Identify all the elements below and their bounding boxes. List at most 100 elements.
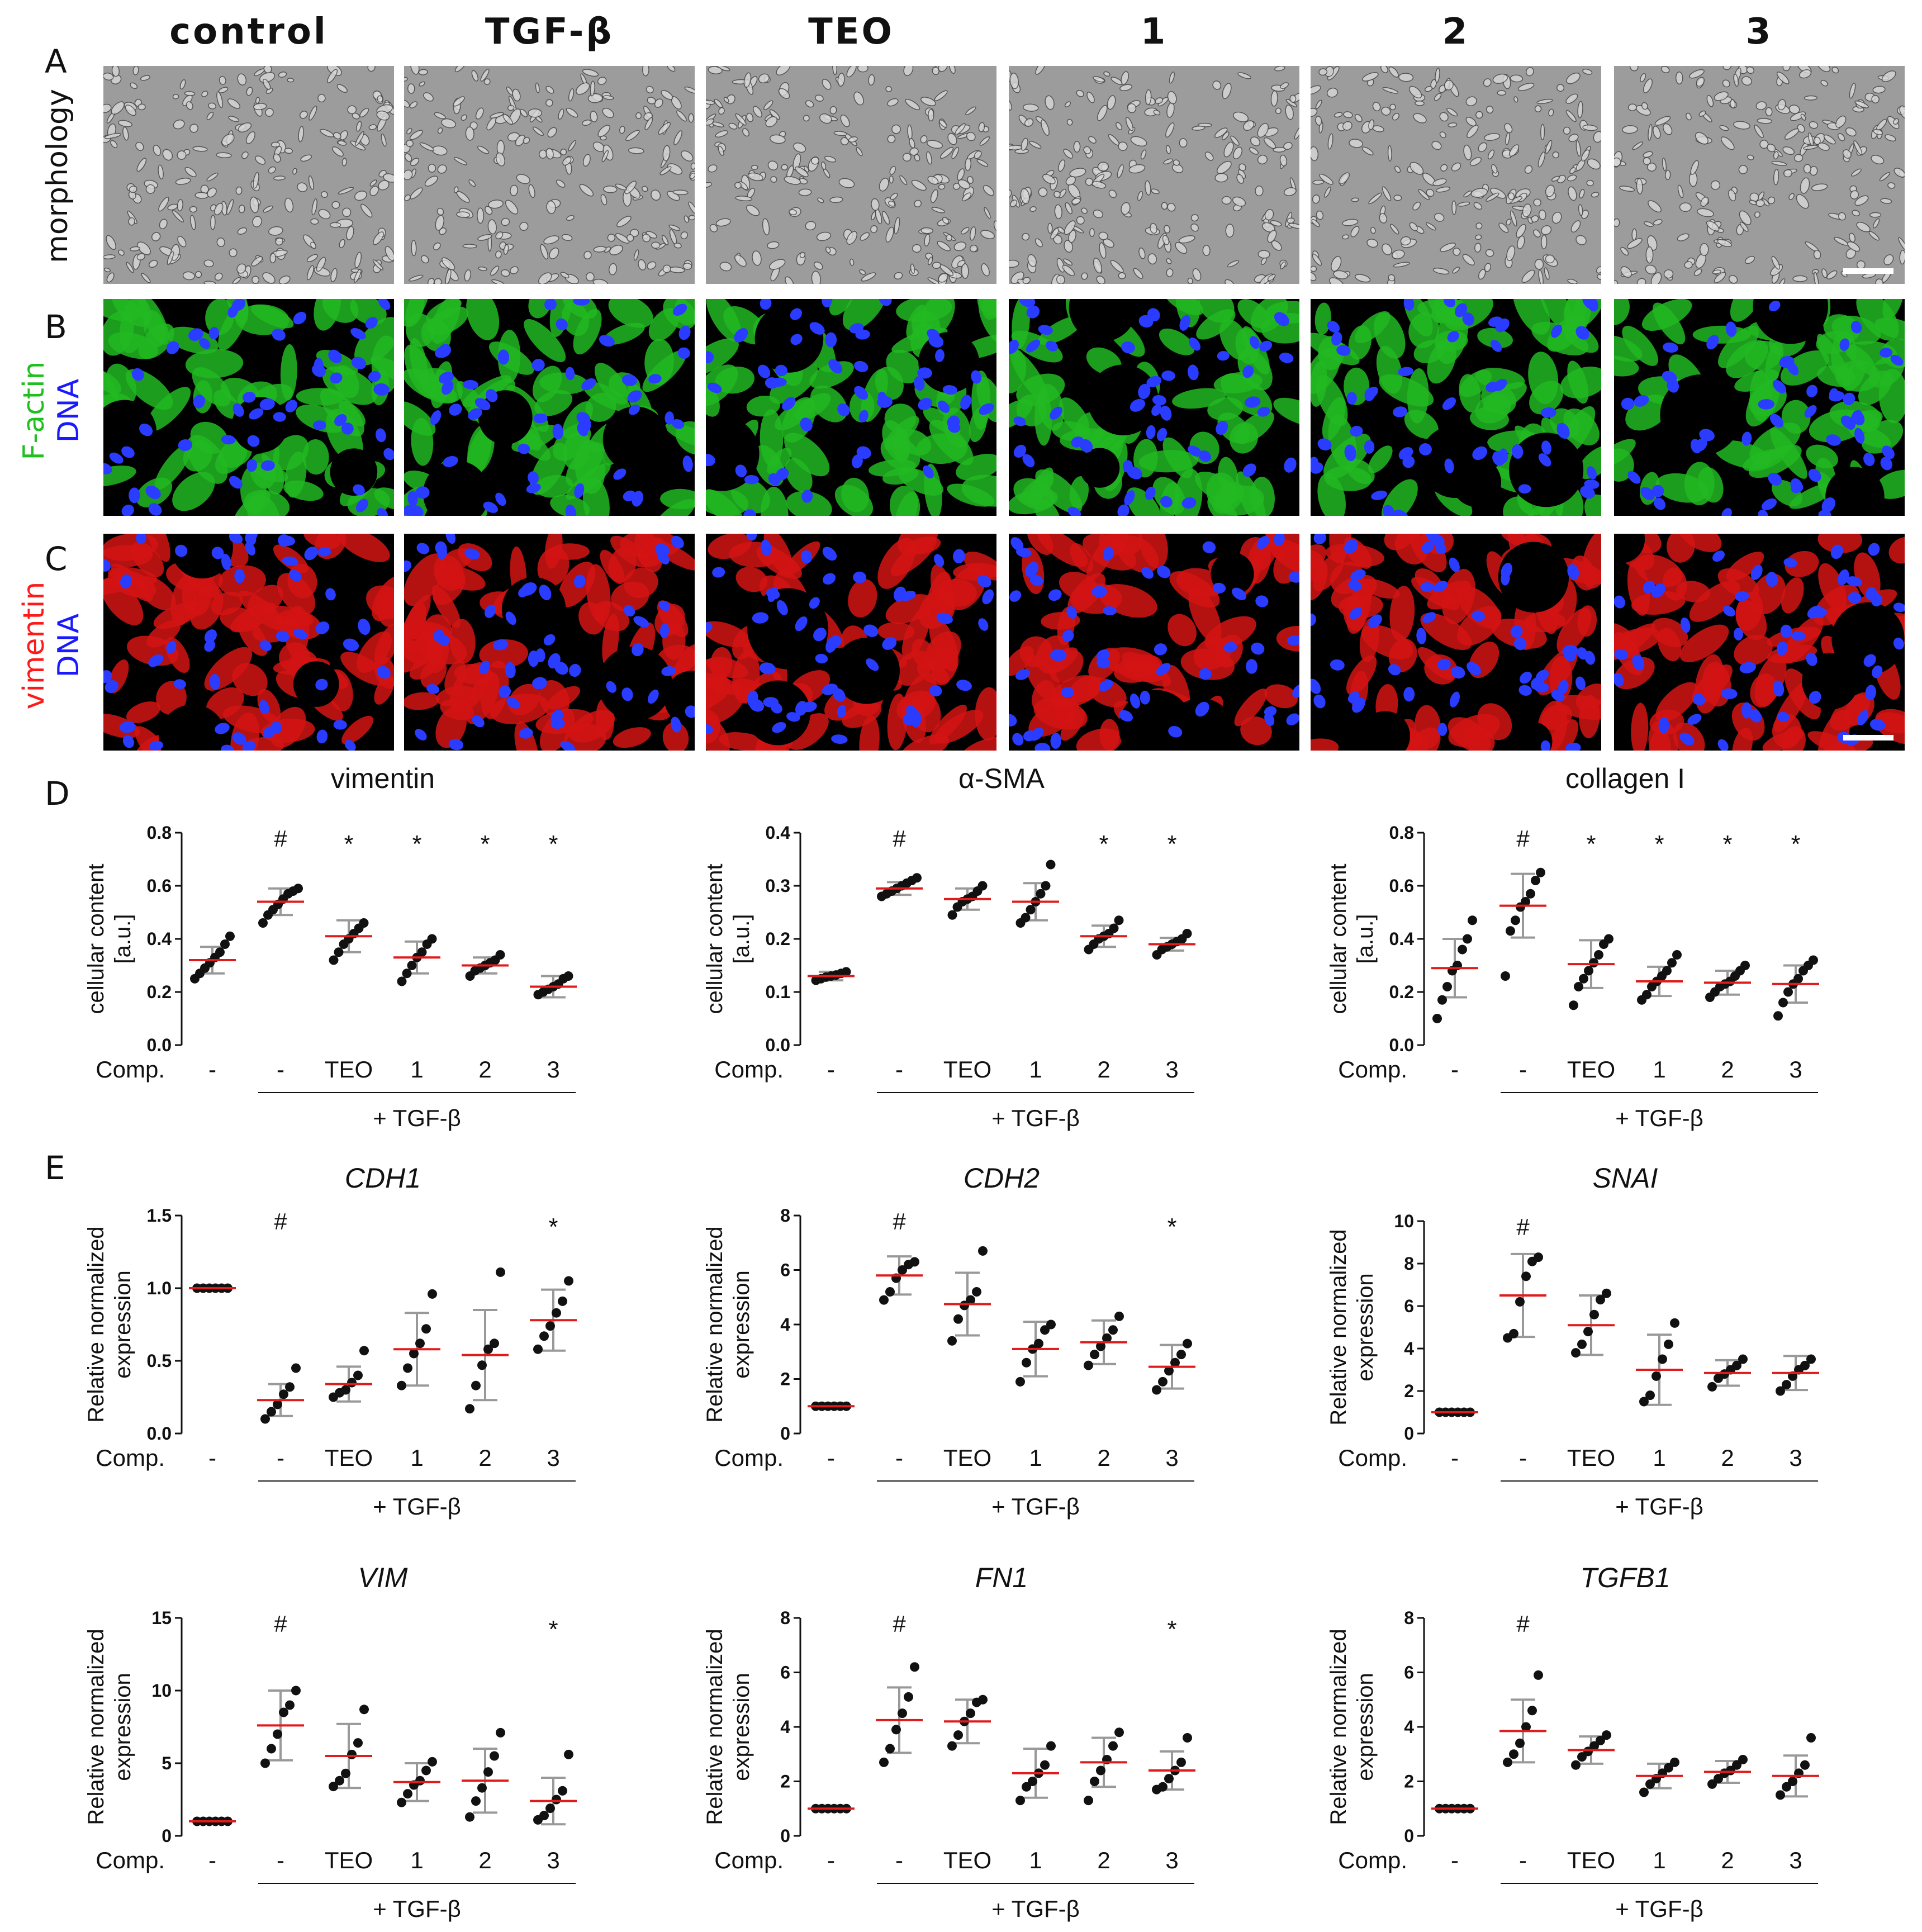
data-point [1176,1757,1186,1767]
nucleus [1313,694,1326,709]
nucleus [344,739,356,751]
cell [1342,121,1352,131]
cell [510,184,519,196]
nucleus [1187,364,1199,381]
nucleus [1890,354,1904,366]
cell-body [1159,328,1195,355]
nucleus [854,360,869,372]
cell [1350,226,1360,238]
cell [746,112,754,122]
nucleus [1580,486,1595,499]
cell [1164,225,1170,234]
cell [419,81,425,87]
cell [1850,190,1859,200]
cell [1408,86,1422,99]
cell [778,88,790,99]
cell [229,248,238,257]
cell [1899,105,1905,120]
nucleus [506,697,521,709]
cell [262,78,271,90]
cell [148,260,158,268]
cell [609,244,623,255]
cell [516,174,530,184]
cell [216,91,224,108]
cell [615,233,630,244]
nucleus [1146,425,1156,439]
cell [601,150,609,163]
y-axis-label: Relative normalized expression [1326,1229,1378,1425]
cell [848,136,858,143]
cell [1567,278,1578,284]
cell [1362,72,1379,82]
data-point [258,918,268,928]
nucleus [129,487,140,504]
cell [1221,196,1232,205]
cell [1089,228,1095,238]
nucleus [1768,472,1782,486]
data-point [329,1782,338,1792]
cell [1202,245,1211,257]
cell [1312,179,1325,185]
cell [566,215,575,221]
cell [219,75,226,85]
cell [255,155,266,165]
nucleus [533,413,548,424]
cell [673,243,682,249]
data-point [1108,1325,1118,1335]
nucleus [1286,713,1299,725]
nucleus [495,492,506,506]
nucleus [837,403,850,416]
cell [1730,99,1736,109]
cell [263,205,273,213]
image-C-4 [1009,534,1299,751]
data-point [879,1757,889,1767]
data-point [977,881,988,891]
cell [752,106,762,118]
cell [560,272,570,279]
nucleus [1893,602,1905,613]
comp-label: Comp. [1338,1847,1407,1873]
nucleus [1350,425,1363,437]
significance-marker: # [893,825,906,852]
cell [1138,247,1146,259]
cell [1587,158,1601,170]
data-point [496,1727,505,1738]
data-point [407,961,417,970]
cell [214,202,224,216]
nucleus [1777,711,1790,722]
row-label-part: vimentin [17,582,51,710]
y-axis-label-line: [a.u.] [729,914,754,964]
cell [1153,110,1161,116]
cell [1733,73,1739,87]
cell [1893,118,1899,125]
cell [767,241,780,249]
cell-body [1631,702,1649,751]
nucleus [1450,691,1460,708]
nucleus [1344,444,1356,462]
image-background [1614,66,1905,284]
panel-letter-B: B [45,308,67,346]
nucleus [1893,637,1904,650]
cell [793,142,806,153]
cell [1852,210,1860,217]
cell [953,241,967,251]
y-tick-label: 5 [162,1753,172,1773]
nucleus [528,471,539,485]
cell [1473,202,1483,210]
cell [1788,105,1800,114]
cell [1650,272,1662,284]
cell [331,201,340,209]
x-tick-label: - [1451,1847,1459,1873]
cell [1517,235,1525,249]
y-tick-label: 0.5 [147,1351,172,1371]
nucleus [119,721,136,733]
cell [1311,271,1317,281]
cell [889,175,894,184]
cell [1478,142,1488,153]
image-B-3 [706,299,996,516]
gap [918,332,980,393]
cell [515,135,525,146]
y-tick-label: 4 [780,1717,790,1737]
cell [1728,275,1738,284]
cell-body [144,534,170,562]
